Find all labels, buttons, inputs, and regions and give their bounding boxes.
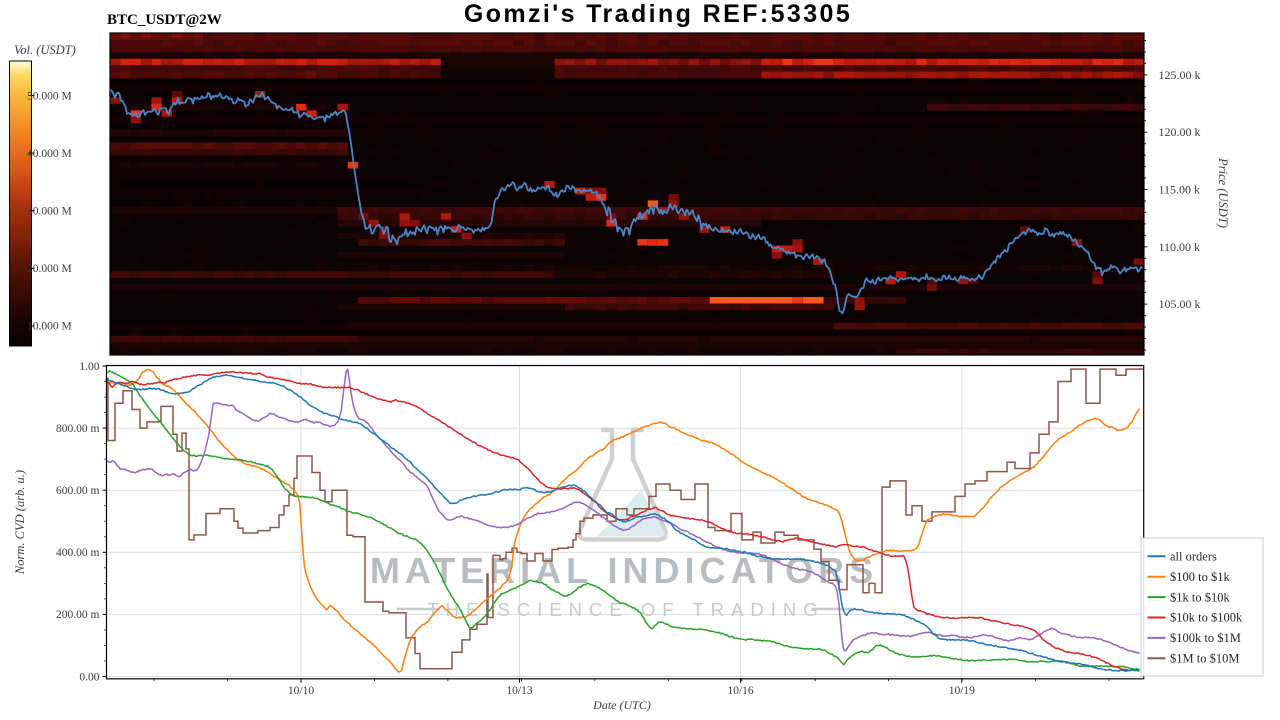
svg-text:$10k to $100k: $10k to $100k [1170,611,1243,625]
svg-text:115.00 k: 115.00 k [1159,183,1201,197]
svg-text:40.000 M: 40.000 M [27,148,72,160]
svg-text:Date (UTC): Date (UTC) [592,698,651,712]
svg-text:110.00 k: 110.00 k [1159,240,1201,254]
svg-text:10/10: 10/10 [288,685,314,697]
svg-text:Vol. (USDT): Vol. (USDT) [14,43,76,57]
svg-text:$100 to $1k: $100 to $1k [1170,570,1230,584]
svg-text:30.000 M: 30.000 M [27,206,72,218]
svg-text:BTC_USDT@2W: BTC_USDT@2W [107,12,222,28]
svg-text:600.00 m: 600.00 m [56,485,100,497]
svg-text:$1k to $10k: $1k to $10k [1170,590,1230,604]
svg-text:200.00 m: 200.00 m [56,609,100,621]
svg-text:all orders: all orders [1170,550,1217,564]
svg-text:10/19: 10/19 [949,685,975,697]
svg-text:Gomzi's Trading REF:53305: Gomzi's Trading REF:53305 [464,0,852,28]
svg-text:10.000 M: 10.000 M [27,321,72,333]
svg-text:20.000 M: 20.000 M [27,263,72,275]
svg-text:MATERIAL INDICATORS: MATERIAL INDICATORS [370,550,878,591]
svg-text:800.00 m: 800.00 m [56,423,100,435]
svg-text:0.00: 0.00 [79,671,99,683]
svg-text:1.00: 1.00 [79,361,99,373]
svg-text:Price (USDT): Price (USDT) [1216,157,1230,228]
svg-text:120.00 k: 120.00 k [1159,125,1201,139]
svg-text:400.00 m: 400.00 m [56,547,100,559]
svg-text:$100k to $1M: $100k to $1M [1170,631,1241,645]
svg-text:125.00 k: 125.00 k [1159,68,1201,82]
svg-text:50.000 M: 50.000 M [27,90,72,102]
svg-text:10/16: 10/16 [727,685,753,697]
svg-text:THE SCIENCE OF TRADING: THE SCIENCE OF TRADING [427,599,824,620]
svg-text:Norm. CVD (arb. u.): Norm. CVD (arb. u.) [13,470,27,575]
svg-text:105.00 k: 105.00 k [1159,297,1201,311]
svg-text:$1M to $10M: $1M to $10M [1170,652,1239,666]
svg-text:10/13: 10/13 [506,685,532,697]
